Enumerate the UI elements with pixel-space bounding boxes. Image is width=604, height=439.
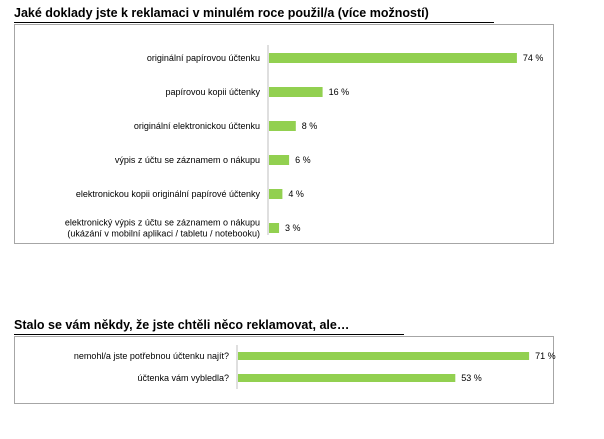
chart-2-value-label: 53 % [461,373,482,383]
chart-2-bar [238,374,456,382]
chart-1-bar [269,87,323,97]
chart-1-title: Jaké doklady jste k reklamaci v minulém … [14,6,429,20]
chart-1-category-label: originální papírovou účtenku [147,53,260,63]
chart-1-category-label: papírovou kopii účtenky [165,87,260,97]
chart-2-bar [238,352,530,360]
chart-1-bar [269,53,517,63]
chart-1-bar [269,121,296,131]
chart-1-value-label: 6 % [295,155,311,165]
chart-1-bar [269,189,283,199]
chart-1-frame: originální papírovou účtenku 74 % papírovo… [14,24,554,244]
chart-1-category-label: originální elektronickou účtenku [134,121,260,131]
chart-1-value-label: 8 % [302,121,318,131]
chart-2-title: Stalo se vám někdy, že jste chtěli něco … [14,318,350,332]
chart-2-title-underline [14,334,404,335]
chart-2-category-label: účtenka vám vybledla? [137,373,229,383]
chart-1-category-label: (ukázání v mobilní aplikaci / tabletu / … [67,229,260,239]
chart-1-category-label: elektronickou kopii originální papírové … [76,189,261,199]
chart-2-plot: nemohl/a jste potřebnou účtenku najít? 71… [74,345,556,389]
chart-1-title-underline [14,22,494,23]
chart-1-value-label: 16 % [329,87,350,97]
chart-2-frame: nemohl/a jste potřebnou účtenku najít? 71… [14,336,556,404]
chart-1-plot: originální papírovou účtenku 74 % papírovo… [65,45,544,239]
chart-2-value-label: 71 % [535,351,556,361]
chart-1-bar [269,155,290,165]
chart-1-category-label: výpis z účtu se záznamem o nákupu [115,155,260,165]
chart-2-category-label: nemohl/a jste potřebnou účtenku najít? [74,351,229,361]
chart-1-value-label: 74 % [523,53,544,63]
chart-1-value-label: 4 % [288,189,304,199]
chart-1-category-label: elektronický výpis z účtu se záznamem o … [65,218,260,228]
chart-1-value-label: 3 % [285,223,301,233]
chart-1-bar [269,223,280,233]
